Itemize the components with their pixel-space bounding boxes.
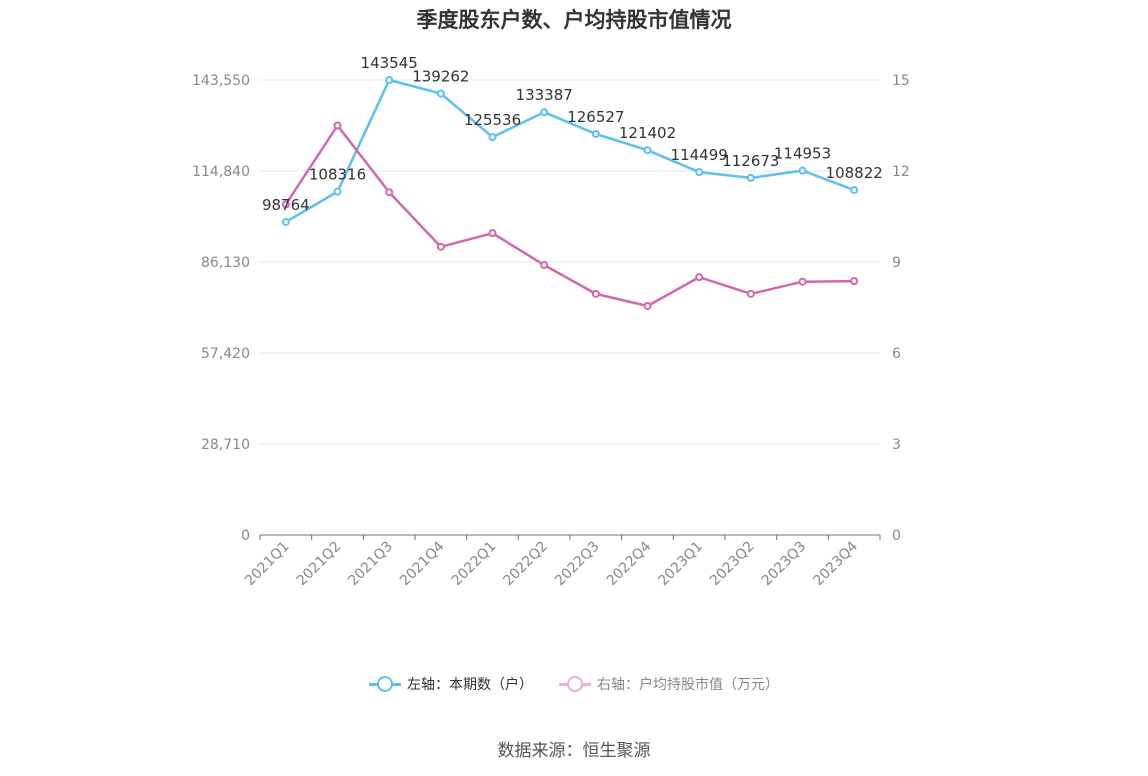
x-axis-category-label: 2023Q2: [707, 539, 758, 590]
data-point-right: [540, 261, 549, 270]
data-point-right: [488, 229, 497, 238]
data-point-left: [643, 146, 652, 155]
right-axis-tick-label: 0: [892, 528, 901, 544]
right-axis-tick-label: 3: [892, 437, 901, 453]
chart-title: 季度股东户数、户均持股市值情况: [416, 8, 732, 32]
chart-legend: 左轴：本期数（户） 右轴：户均持股市值（万元）: [0, 674, 1148, 694]
right-axis-tick-label: 9: [892, 255, 901, 271]
data-point-right: [850, 277, 859, 286]
right-axis-tick-label: 6: [892, 346, 901, 362]
x-axis-category-label: 2023Q4: [810, 538, 861, 589]
data-point-left: [746, 173, 755, 182]
data-label: 121402: [619, 124, 676, 142]
x-axis-category-label: 2022Q1: [449, 539, 500, 590]
data-label: 114499: [671, 146, 728, 164]
data-point-right: [746, 289, 755, 298]
data-label: 108316: [309, 166, 366, 184]
data-point-left: [850, 186, 859, 195]
data-label: 126527: [567, 108, 624, 126]
x-axis-category-label: 2021Q1: [242, 539, 293, 590]
data-point-left: [488, 133, 497, 142]
left-axis-tick-label: 57,420: [201, 346, 250, 362]
data-point-right: [695, 273, 704, 282]
left-axis-tick-label: 0: [241, 528, 250, 544]
data-label: 125536: [464, 111, 521, 129]
legend-label-right: 右轴：户均持股市值（万元）: [597, 677, 779, 693]
left-axis-tick-label: 86,130: [201, 255, 250, 271]
data-point-left: [281, 217, 290, 226]
data-point-right: [643, 301, 652, 310]
data-point-right: [436, 242, 445, 251]
data-point-right: [798, 277, 807, 286]
legend-swatch-left: [369, 674, 401, 694]
data-point-left: [798, 166, 807, 175]
x-axis-category-label: 2022Q3: [552, 539, 603, 590]
x-axis-category-label: 2022Q2: [500, 539, 551, 590]
series-line-left: [285, 78, 855, 224]
x-axis-category-label: 2021Q4: [397, 538, 448, 589]
data-label: 108822: [826, 164, 883, 182]
data-point-right: [385, 188, 394, 197]
data-point-left: [540, 108, 549, 117]
left-axis-tick-label: 143,550: [192, 73, 250, 89]
legend-swatch-right: [559, 674, 591, 694]
x-axis-category-label: 2023Q3: [759, 539, 810, 590]
data-point-left: [695, 168, 704, 177]
data-source-note: 数据来源：恒生聚源: [497, 741, 651, 761]
data-label: 133387: [516, 86, 573, 104]
data-label: 139262: [412, 68, 469, 86]
data-label: 112673: [722, 152, 779, 170]
left-axis-tick-label: 114,840: [192, 164, 250, 180]
right-axis-tick-label: 12: [892, 164, 910, 180]
data-label: 114953: [774, 145, 831, 163]
x-axis-category-label: 2022Q4: [604, 538, 655, 589]
legend-item-right-series[interactable]: 右轴：户均持股市值（万元）: [559, 674, 779, 694]
legend-label-left: 左轴：本期数（户）: [407, 677, 533, 693]
right-axis-tick-label: 15: [892, 73, 910, 89]
data-point-left: [333, 187, 342, 196]
data-point-left: [436, 89, 445, 98]
x-axis-category-label: 2021Q2: [294, 539, 345, 590]
x-axis-category-label: 2023Q1: [655, 539, 706, 590]
data-label: 143545: [361, 54, 418, 72]
data-point-right: [591, 289, 600, 298]
data-point-right: [333, 121, 342, 130]
data-label: 98764: [262, 196, 310, 214]
data-point-right: [281, 200, 290, 209]
data-point-left: [591, 129, 600, 138]
series-line-right: [284, 124, 855, 308]
data-point-left: [385, 76, 394, 85]
left-axis-tick-label: 28,710: [201, 437, 250, 453]
legend-item-left-series[interactable]: 左轴：本期数（户）: [369, 674, 533, 694]
x-axis-category-label: 2021Q3: [345, 539, 396, 590]
